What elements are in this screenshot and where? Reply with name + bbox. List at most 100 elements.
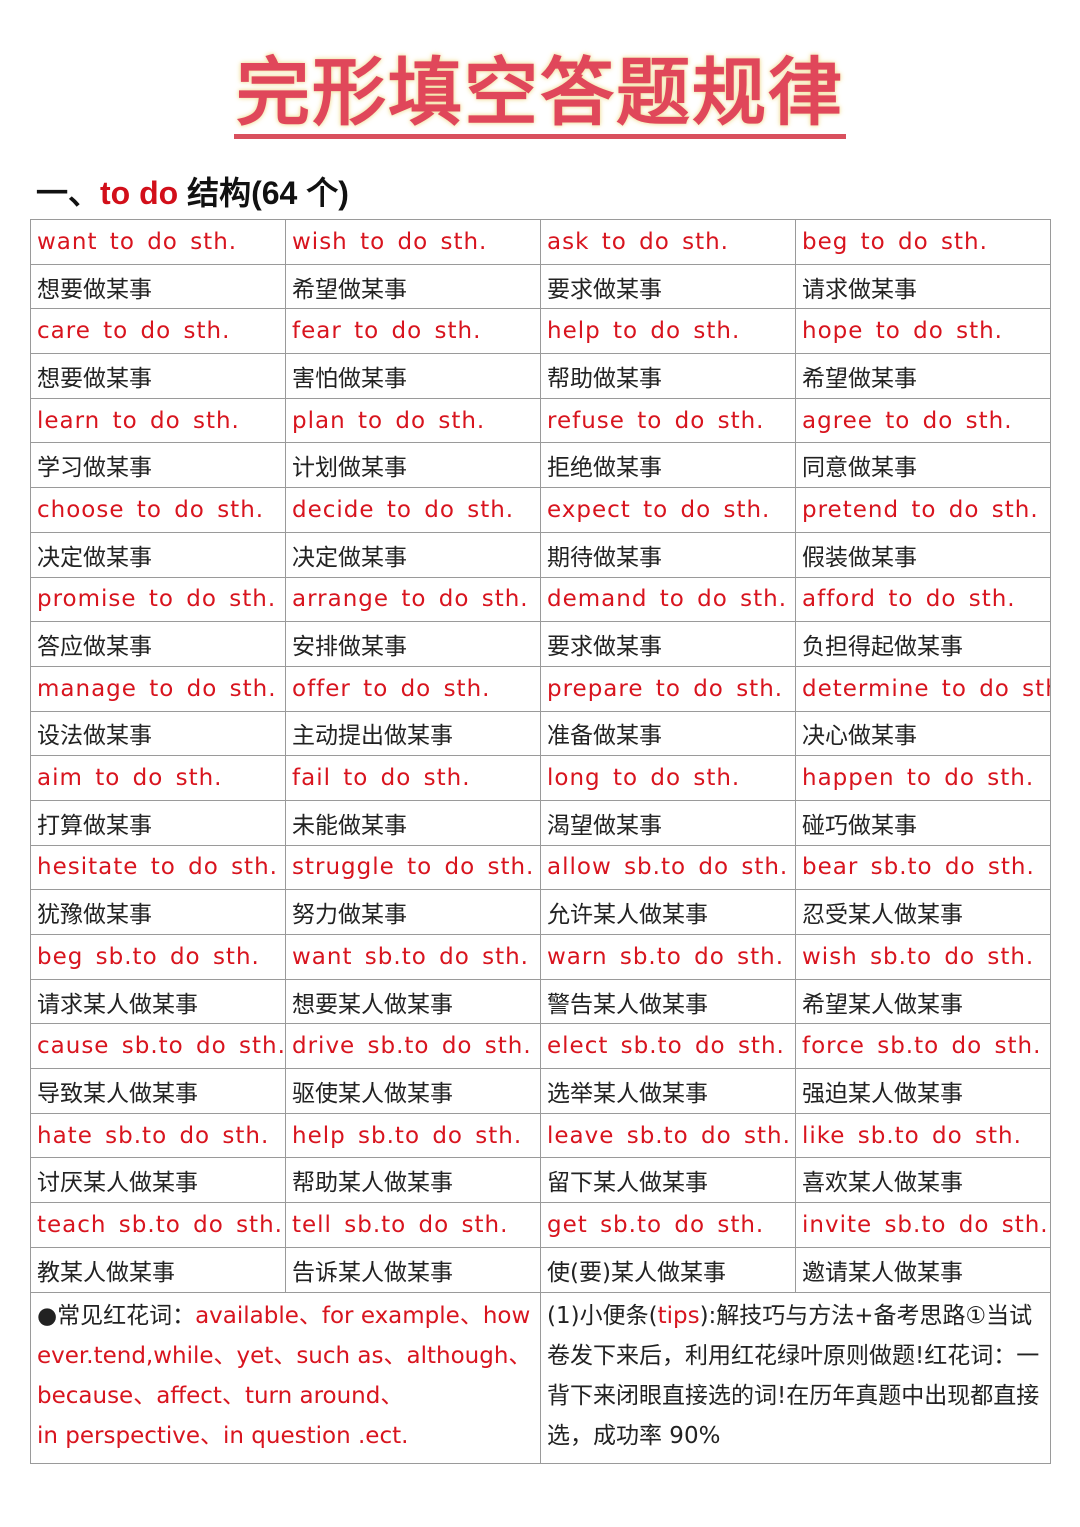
- notes-section: ●常见红花词：available、for example、however.ten…: [30, 1290, 1051, 1464]
- translation-cell: 决定做某事: [30, 531, 286, 578]
- phrase-cell: aim to do sth.: [30, 755, 286, 801]
- phrase-row: hate sb.to do sth. help sb.to do sth. leav…: [30, 1112, 1051, 1159]
- translation-cell: 请求某人做某事: [30, 978, 286, 1025]
- translation-cell: 决定做某事: [285, 531, 541, 578]
- translation-cell: 要求做某事: [540, 263, 796, 310]
- translation-cell: 告诉某人做某事: [285, 1246, 541, 1293]
- phrase-cell: allow sb.to do sth.: [540, 844, 796, 891]
- phrase-cell: beg to do sth.: [795, 219, 1051, 265]
- phrase-cell: struggle to do sth.: [285, 844, 541, 891]
- phrase-cell: determine to do sth: [795, 665, 1051, 712]
- translation-cell: 同意做某事: [795, 442, 1051, 489]
- translation-cell: 讨厌某人做某事: [30, 1157, 286, 1204]
- phrase-cell: force sb.to do sth.: [795, 1023, 1051, 1070]
- tips-note: (1)小便条(tips):解技巧与方法+备考思路①当试卷发下来后，利用红花绿叶原…: [541, 1290, 1050, 1463]
- phrase-row: care to do sth. fear to do sth. help to do…: [30, 308, 1051, 355]
- phrase-row: promise to do sth. arrange to do sth. dema…: [30, 576, 1051, 623]
- phrase-cell: bear sb.to do sth.: [795, 844, 1051, 891]
- page-title: 完形填空答题规律: [0, 52, 1080, 139]
- heading-suffix: 结构(64 个): [187, 175, 349, 211]
- translation-cell: 假装做某事: [795, 531, 1051, 578]
- phrase-cell: want to do sth.: [30, 219, 286, 265]
- tips-text: ):解技巧与方法+备考思路①当试卷发下来后，利用红花绿叶原则做题!红花词：一背下…: [547, 1303, 1040, 1449]
- phrase-cell: ask to do sth.: [540, 219, 796, 265]
- translation-row: 学习做某事 计划做某事 拒绝做某事 同意做某事: [30, 442, 1051, 489]
- translation-cell: 邀请某人做某事: [795, 1246, 1051, 1293]
- translation-cell: 喜欢某人做某事: [795, 1157, 1051, 1204]
- translation-cell: 要求做某事: [540, 621, 796, 667]
- translation-cell: 希望做某事: [795, 353, 1051, 399]
- section-heading: 一、to do 结构(64 个): [36, 168, 349, 214]
- phrase-cell: help to do sth.: [540, 308, 796, 355]
- translation-row: 打算做某事 未能做某事 渴望做某事 碰巧做某事: [30, 799, 1051, 846]
- phrase-cell: wish sb.to do sth.: [795, 934, 1051, 980]
- translation-cell: 想要做某事: [30, 263, 286, 310]
- phrase-cell: fail to do sth.: [285, 755, 541, 801]
- phrase-cell: warn sb.to do sth.: [540, 934, 796, 980]
- phrase-cell: hope to do sth.: [795, 308, 1051, 355]
- translation-cell: 负担得起做某事: [795, 621, 1051, 667]
- phrase-cell: arrange to do sth.: [285, 576, 541, 623]
- phrase-cell: demand to do sth.: [540, 576, 796, 623]
- translation-cell: 想要某人做某事: [285, 978, 541, 1025]
- translation-cell: 警告某人做某事: [540, 978, 796, 1025]
- phrase-row: aim to do sth. fail to do sth. long to do …: [30, 755, 1051, 801]
- red-flower-words: available、for example、however.tend,while…: [37, 1303, 532, 1409]
- red-flower-words-last: in perspective、in question .ect.: [37, 1423, 409, 1449]
- phrase-cell: drive sb.to do sth.: [285, 1023, 541, 1070]
- translation-cell: 希望做某事: [285, 263, 541, 310]
- red-flower-words-note: ●常见红花词：available、for example、however.ten…: [31, 1290, 541, 1463]
- translation-cell: 帮助某人做某事: [285, 1157, 541, 1204]
- translation-cell: 渴望做某事: [540, 799, 796, 846]
- phrase-cell: teach sb.to do sth.: [30, 1202, 286, 1248]
- translation-cell: 帮助做某事: [540, 353, 796, 399]
- phrase-cell: agree to do sth.: [795, 397, 1051, 444]
- translation-cell: 主动提出做某事: [285, 710, 541, 757]
- translation-cell: 允许某人做某事: [540, 889, 796, 935]
- translation-row: 犹豫做某事 努力做某事 允许某人做某事 忍受某人做某事: [30, 889, 1051, 935]
- phrase-cell: want sb.to do sth.: [285, 934, 541, 980]
- phrase-cell: cause sb.to do sth.: [30, 1023, 286, 1070]
- translation-row: 想要做某事 希望做某事 要求做某事 请求做某事: [30, 263, 1051, 310]
- tips-word: tips: [657, 1303, 700, 1329]
- phrase-cell: wish to do sth.: [285, 219, 541, 265]
- phrase-row: learn to do sth. plan to do sth. refuse to…: [30, 397, 1051, 444]
- phrase-cell: choose to do sth.: [30, 487, 286, 533]
- phrase-cell: offer to do sth.: [285, 665, 541, 712]
- phrase-cell: long to do sth.: [540, 755, 796, 801]
- phrase-cell: refuse to do sth.: [540, 397, 796, 444]
- phrase-cell: afford to do sth.: [795, 576, 1051, 623]
- phrase-cell: learn to do sth.: [30, 397, 286, 444]
- translation-cell: 碰巧做某事: [795, 799, 1051, 846]
- translation-row: 教某人做某事 告诉某人做某事 使(要)某人做某事 邀请某人做某事: [30, 1246, 1051, 1293]
- translation-cell: 忍受某人做某事: [795, 889, 1051, 935]
- phrase-cell: get sb.to do sth.: [540, 1202, 796, 1248]
- translation-cell: 想要做某事: [30, 353, 286, 399]
- phrase-cell: invite sb.to do sth.: [795, 1202, 1051, 1248]
- translation-cell: 犹豫做某事: [30, 889, 286, 935]
- translation-cell: 决心做某事: [795, 710, 1051, 757]
- phrase-cell: hate sb.to do sth.: [30, 1112, 286, 1159]
- title-text: 完形填空答题规律: [234, 52, 846, 139]
- heading-prefix: 一、: [36, 175, 101, 211]
- phrase-row: want to do sth. wish to do sth. ask to do …: [30, 219, 1051, 265]
- translation-cell: 留下某人做某事: [540, 1157, 796, 1204]
- translation-cell: 请求做某事: [795, 263, 1051, 310]
- translation-row: 想要做某事 害怕做某事 帮助做某事 希望做某事: [30, 353, 1051, 399]
- translation-cell: 努力做某事: [285, 889, 541, 935]
- translation-cell: 拒绝做某事: [540, 442, 796, 489]
- translation-cell: 安排做某事: [285, 621, 541, 667]
- translation-cell: 期待做某事: [540, 531, 796, 578]
- phrase-cell: manage to do sth.: [30, 665, 286, 712]
- translation-cell: 害怕做某事: [285, 353, 541, 399]
- translation-cell: 答应做某事: [30, 621, 286, 667]
- translation-cell: 打算做某事: [30, 799, 286, 846]
- translation-row: 设法做某事 主动提出做某事 准备做某事 决心做某事: [30, 710, 1051, 757]
- translation-cell: 驱使某人做某事: [285, 1068, 541, 1114]
- phrase-row: choose to do sth. decide to do sth. expect…: [30, 487, 1051, 533]
- translation-row: 决定做某事 决定做某事 期待做某事 假装做某事: [30, 531, 1051, 578]
- phrase-cell: elect sb.to do sth.: [540, 1023, 796, 1070]
- tips-prefix: (1)小便条(: [547, 1303, 658, 1329]
- phrase-cell: expect to do sth.: [540, 487, 796, 533]
- heading-highlight: to do: [100, 175, 179, 211]
